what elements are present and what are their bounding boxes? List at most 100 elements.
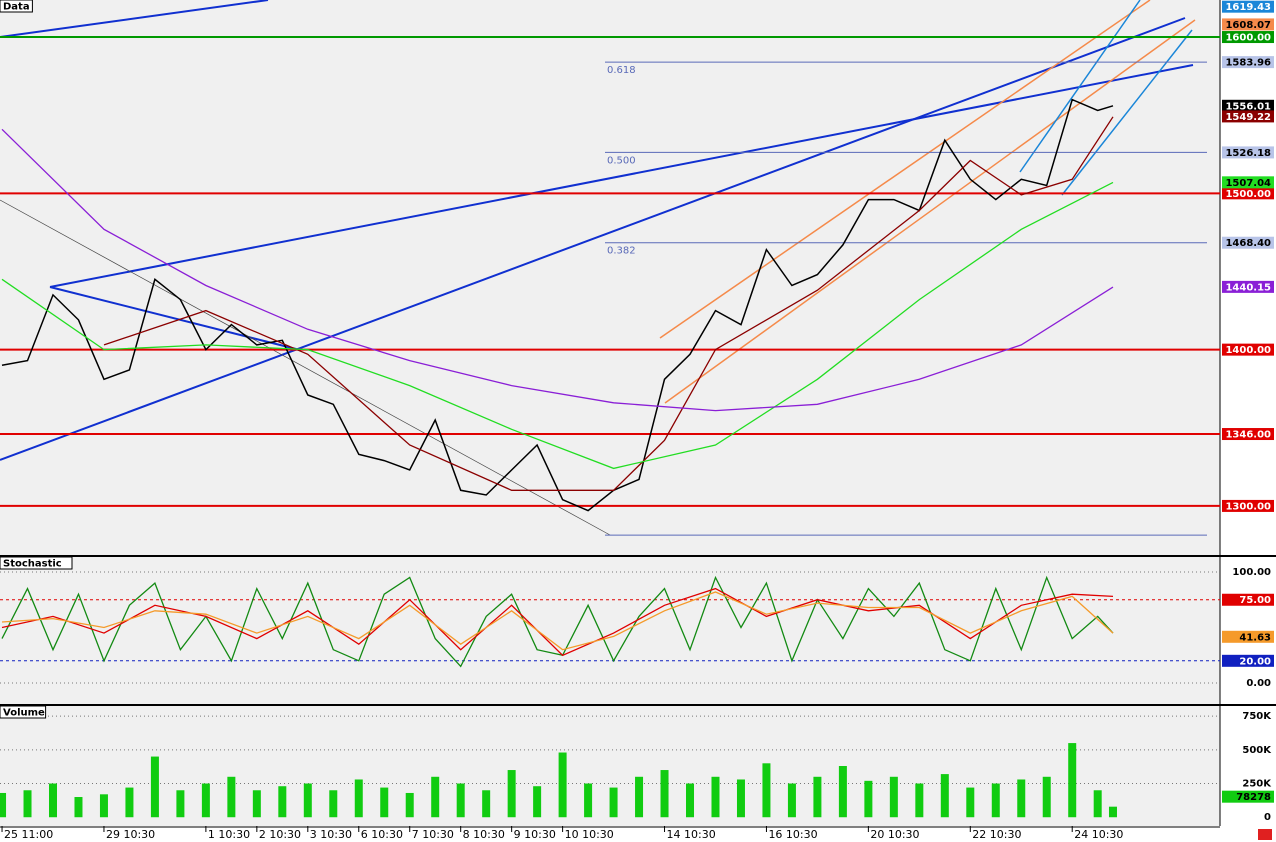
volume-bar	[329, 790, 338, 818]
volume-bar	[405, 792, 414, 818]
volume-bar	[252, 790, 261, 818]
volume-bar	[176, 790, 185, 818]
volume-bar	[966, 787, 975, 818]
price-label: 1500.00	[1225, 189, 1271, 200]
x-tick-label: 24 10:30	[1074, 828, 1123, 841]
panel-1	[0, 571, 1220, 684]
price-label: 1346.00	[1225, 430, 1271, 441]
channel-line	[659, 0, 1151, 339]
price-label: 1526.18	[1225, 148, 1271, 159]
volume-bar	[354, 779, 363, 818]
price-label: 1400.00	[1225, 345, 1271, 356]
volume-bar	[864, 780, 873, 818]
volume-bar	[482, 790, 491, 818]
price-label: 1583.96	[1225, 58, 1271, 69]
panel-title-box	[0, 705, 47, 719]
price-label: 1619.43	[1225, 2, 1271, 13]
volume-bar	[838, 766, 847, 818]
volume-bar	[635, 776, 644, 818]
x-tick-label: 7 10:30	[412, 828, 454, 841]
price-label-box	[1222, 280, 1274, 293]
series-line	[1, 128, 1114, 412]
price-label-box	[1222, 187, 1274, 200]
volume-bar	[278, 786, 287, 818]
price-label-box	[1222, 654, 1274, 667]
price-label-box	[1222, 99, 1274, 112]
volume-bar	[686, 783, 695, 818]
price-label-box	[1222, 236, 1274, 249]
x-tick-label: 9 10:30	[514, 828, 556, 841]
volume-bar	[201, 783, 210, 818]
x-tick-label: 29 10:30	[106, 828, 155, 841]
volume-bar	[23, 790, 32, 818]
price-label-box	[1222, 428, 1274, 441]
fib-ratio: 0.618	[607, 65, 636, 76]
price-label-box	[1222, 56, 1274, 69]
price-label-box	[1222, 146, 1274, 159]
volume-bar	[507, 770, 516, 818]
volume-bar	[660, 770, 669, 818]
panel-2	[0, 715, 1220, 818]
price-label: 1300.00	[1225, 501, 1271, 512]
volume-bar	[1017, 779, 1026, 818]
volume-bar	[431, 776, 440, 818]
x-tick-label: 25 11:00	[4, 828, 53, 841]
price-label-box	[1222, 499, 1274, 512]
price-label: 41.63	[1239, 632, 1271, 643]
x-tick-label: 6 10:30	[361, 828, 403, 841]
volume-bar	[736, 779, 745, 818]
x-tick-label: 20 10:30	[870, 828, 919, 841]
volume-bar	[915, 783, 924, 818]
y-tick-label: 0.00	[1246, 678, 1271, 689]
y-tick-label: 750K	[1242, 711, 1272, 722]
volume-bar	[609, 787, 618, 818]
volume-bar	[940, 774, 949, 818]
price-label-box	[1222, 110, 1274, 123]
price-label-box	[1222, 593, 1274, 606]
volume-bar	[1093, 790, 1102, 818]
trendlines	[0, 0, 1196, 536]
trendline	[0, 17, 1186, 461]
fib-ratio: 0.500	[607, 155, 636, 166]
time-axis	[0, 826, 1276, 842]
volume-bar	[380, 787, 389, 818]
trendline	[0, 0, 269, 38]
x-tick-label: 2 10:30	[259, 828, 301, 841]
channel-line	[664, 19, 1196, 404]
volume-bar	[1068, 743, 1077, 818]
volume-bar	[150, 756, 159, 818]
volume-bar	[787, 783, 796, 818]
price-label: 1440.15	[1225, 282, 1271, 293]
panel-title: Stochastic	[3, 559, 62, 570]
volume-bar	[813, 776, 822, 818]
price-panel	[0, 0, 1220, 555]
volume-bar	[48, 783, 57, 818]
series-line	[1, 591, 1114, 651]
channel-line	[1061, 29, 1193, 196]
stochastic-panel	[0, 557, 1220, 704]
x-tick-label: 8 10:30	[463, 828, 505, 841]
trendline	[49, 286, 301, 351]
price-label: 75.00	[1239, 595, 1271, 606]
volume-bar	[125, 787, 134, 818]
corner-button[interactable]	[1258, 829, 1272, 840]
volume-bar	[74, 797, 83, 818]
volume-bar	[1108, 806, 1117, 818]
price-label-box	[1222, 0, 1274, 13]
x-tick-label: 16 10:30	[768, 828, 817, 841]
x-tick-label: 3 10:30	[310, 828, 352, 841]
volume-bar	[303, 783, 312, 818]
y-tick-label: 250K	[1242, 779, 1272, 790]
panel-0: 0.618 0.500 0.382	[0, 36, 1220, 536]
price-label-box	[1222, 343, 1274, 356]
y-tick-label: 0	[1264, 812, 1271, 823]
channel-line	[1019, 0, 1141, 173]
price-label-box	[1222, 630, 1274, 643]
panel-title-box	[0, 556, 73, 570]
y-tick-label: 100.00	[1232, 567, 1271, 578]
volume-bar	[558, 752, 567, 818]
panel-title: Volume	[3, 708, 45, 719]
panel-title: Data	[3, 2, 30, 13]
price-label-box	[1222, 18, 1274, 31]
volume-bar	[533, 786, 542, 818]
